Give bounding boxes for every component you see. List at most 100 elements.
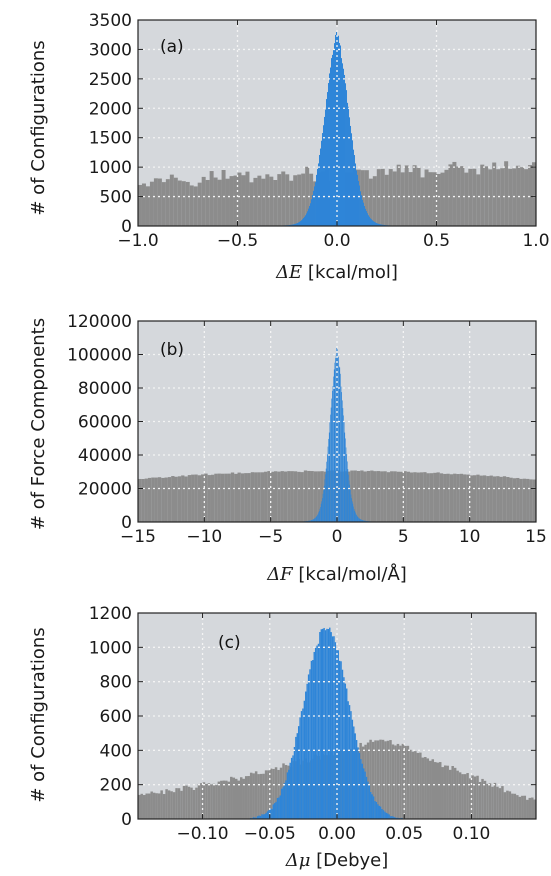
histogram-bar-gray-a [448, 164, 453, 226]
x-tick-label-a: 0.0 [323, 231, 350, 251]
histogram-bar-blue-b [342, 408, 344, 522]
histogram-bar-blue-a [328, 73, 330, 226]
histogram-bar-gray-b [171, 476, 175, 522]
y-tick-label-c: 1200 [89, 604, 132, 624]
histogram-bar-blue-c [353, 726, 355, 819]
histogram-bar-blue-b [341, 400, 343, 522]
histogram-bar-gray-c [252, 773, 255, 819]
histogram-bar-blue-c [264, 814, 266, 819]
histogram-bar-blue-a [365, 208, 367, 226]
histogram-bar-gray-b [270, 471, 274, 522]
histogram-bar-blue-a [339, 43, 340, 226]
histogram-bar-blue-b [353, 508, 355, 522]
histogram-bar-gray-a [464, 172, 469, 226]
histogram-bar-blue-b [341, 392, 342, 522]
histogram-bar-gray-a [396, 164, 401, 226]
histogram-bar-gray-b [469, 475, 473, 522]
histogram-bar-blue-b [308, 520, 310, 522]
histogram-bar-gray-c [508, 791, 512, 819]
histogram-bar-blue-a [379, 224, 381, 226]
histogram-bar-gray-a [305, 166, 310, 226]
histogram-bar-gray-c [434, 762, 437, 819]
histogram-bar-gray-b [287, 471, 291, 522]
histogram-bar-blue-a [351, 133, 353, 226]
histogram-bar-blue-c [297, 726, 300, 819]
histogram-bar-gray-b [506, 477, 510, 522]
histogram-bar-gray-c [506, 790, 509, 819]
histogram-bar-gray-c [419, 752, 422, 819]
histogram-bar-gray-b [439, 473, 444, 522]
histogram-bar-blue-c [276, 797, 279, 819]
histogram-bar-gray-b [214, 473, 218, 522]
histogram-bar-blue-a [303, 216, 305, 226]
histogram-bar-blue-a [378, 223, 380, 226]
histogram-bar-gray-c [483, 780, 487, 819]
histogram-bar-gray-c [421, 757, 425, 819]
histogram-bar-gray-b [486, 476, 490, 522]
histogram-bar-gray-c [242, 778, 245, 819]
histogram-bar-blue-c [265, 812, 267, 819]
histogram-bar-blue-b [356, 516, 358, 522]
histogram-bar-blue-a [348, 106, 350, 226]
histogram-bar-blue-c [384, 811, 386, 819]
histogram-bar-blue-c [306, 683, 308, 819]
histogram-bar-gray-b [446, 473, 450, 522]
histogram-bar-blue-a [341, 58, 342, 226]
histogram-bar-gray-a [376, 169, 381, 226]
histogram-bar-gray-b [373, 471, 377, 522]
histogram-bar-blue-b [337, 357, 339, 522]
histogram-bar-gray-b [390, 471, 394, 522]
histogram-bar-blue-c [293, 746, 296, 819]
histogram-bar-gray-a [293, 175, 298, 226]
histogram-bar-blue-c [271, 809, 273, 819]
y-tick-label-b: 0 [121, 513, 132, 533]
histogram-bar-blue-c [313, 651, 315, 819]
histogram-bar-gray-a [408, 172, 413, 226]
histogram-bar-blue-a [313, 186, 315, 226]
histogram-bar-blue-a [376, 223, 378, 226]
histogram-bar-blue-c [323, 627, 325, 819]
histogram-bar-blue-c [254, 817, 256, 819]
histogram-bar-gray-b [197, 475, 202, 522]
histogram-bar-gray-b [177, 476, 182, 522]
histogram-bar-blue-b [313, 519, 314, 522]
histogram-bar-gray-a [181, 181, 186, 226]
histogram-bar-gray-c [182, 786, 186, 819]
panel-label-c: (c) [218, 633, 241, 653]
histogram-bar-gray-b [406, 471, 410, 522]
histogram-bar-gray-c [404, 745, 407, 819]
histogram-bar-gray-a [273, 180, 278, 226]
histogram-bar-gray-b [310, 471, 314, 522]
histogram-bar-gray-c [155, 793, 158, 819]
histogram-bar-blue-c [370, 791, 372, 819]
histogram-bar-blue-a [353, 149, 355, 226]
histogram-bar-blue-c [364, 771, 366, 819]
histogram-bar-gray-b [376, 471, 381, 522]
histogram-bar-gray-b [463, 474, 467, 522]
histogram-bar-gray-c [448, 769, 452, 819]
histogram-bar-gray-c [190, 787, 193, 819]
histogram-bar-blue-a [297, 222, 299, 226]
histogram-bar-gray-b [522, 478, 527, 522]
histogram-bar-blue-c [259, 815, 262, 819]
histogram-bar-gray-b [366, 470, 371, 522]
histogram-bar-blue-a [366, 211, 368, 226]
y-tick-label-b: 120000 [67, 312, 132, 332]
histogram-bar-blue-a [326, 92, 328, 226]
histogram-bar-gray-a [436, 173, 441, 226]
histogram-bar-blue-c [378, 805, 380, 819]
histogram-bar-blue-c [324, 630, 327, 819]
histogram-bar-blue-b [315, 517, 316, 522]
histogram-bar-gray-a [169, 174, 174, 226]
histogram-bar-blue-c [266, 811, 269, 819]
histogram-bar-gray-c [438, 762, 442, 819]
histogram-bar-gray-c [147, 793, 151, 819]
histogram-bar-gray-b [237, 472, 241, 522]
y-tick-label-b: 100000 [67, 346, 132, 366]
histogram-bar-blue-c [302, 708, 304, 819]
histogram-bar-gray-a [257, 175, 262, 226]
histogram-bar-gray-a [404, 165, 409, 226]
histogram-bar-gray-a [197, 182, 202, 226]
histogram-bar-blue-a [350, 125, 352, 226]
histogram-bar-blue-b [310, 520, 312, 522]
